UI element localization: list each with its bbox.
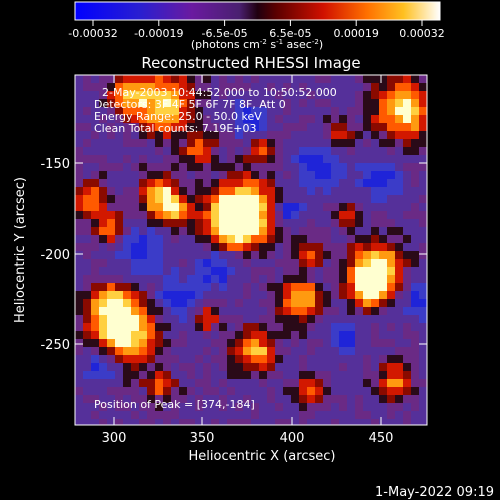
colorbar-tick-label: 0.00019 — [333, 27, 379, 40]
y-tick-label: -250 — [40, 338, 70, 353]
colorbar: -0.00032 -0.00019 -6.5e-05 6.5e-05 0.00019 0.… — [68, 1, 445, 51]
x-tick-label: 350 — [190, 431, 215, 446]
colorbar-tick-label: -6.5e-05 — [201, 27, 247, 40]
colorbar-tick-label: -0.00019 — [134, 27, 183, 40]
y-tick-label: -150 — [40, 157, 70, 172]
colorbar-gradient — [74, 1, 441, 21]
y-axis: -150 -200 -250 — [40, 157, 427, 353]
footer-timestamp: 1-May-2022 09:19 — [375, 485, 494, 500]
x-tick-label: 300 — [102, 431, 127, 446]
x-axis: 300 350 400 450 — [102, 75, 394, 446]
info-time-range: 2-May-2003 10:44:52.000 to 10:50:52.000 — [102, 86, 337, 99]
y-tick-label: -200 — [40, 248, 70, 263]
info-detectors: Detectors: 3F 4F 5F 6F 7F 8F, Att 0 — [94, 98, 286, 111]
image-title: Reconstructed RHESSI Image — [141, 54, 360, 72]
x-tick-label: 450 — [369, 431, 394, 446]
colorbar-tick-label: -0.00032 — [68, 27, 117, 40]
info-block: 2-May-2003 10:44:52.000 to 10:50:52.000 … — [94, 86, 337, 411]
x-axis-label: Heliocentric X (arcsec) — [189, 449, 336, 464]
rhessi-image — [74, 74, 428, 426]
heatmap — [75, 75, 427, 425]
y-axis-label: Heliocentric Y (arcsec) — [13, 177, 28, 323]
x-tick-label: 400 — [280, 431, 305, 446]
plot-frame — [74, 74, 428, 426]
colorbar-tick-label: 6.5e-05 — [269, 27, 311, 40]
peak-position: Position of Peak = [374,-184] — [94, 398, 255, 411]
info-energy-range: Energy Range: 25.0 - 50.0 keV — [94, 110, 262, 123]
colorbar-units: (photons cm-2 s-1 asec-2) — [191, 38, 323, 51]
info-clean-counts: Clean Total counts: 7.19E+03 — [94, 122, 257, 135]
colorbar-tick-label: 0.00032 — [399, 27, 445, 40]
